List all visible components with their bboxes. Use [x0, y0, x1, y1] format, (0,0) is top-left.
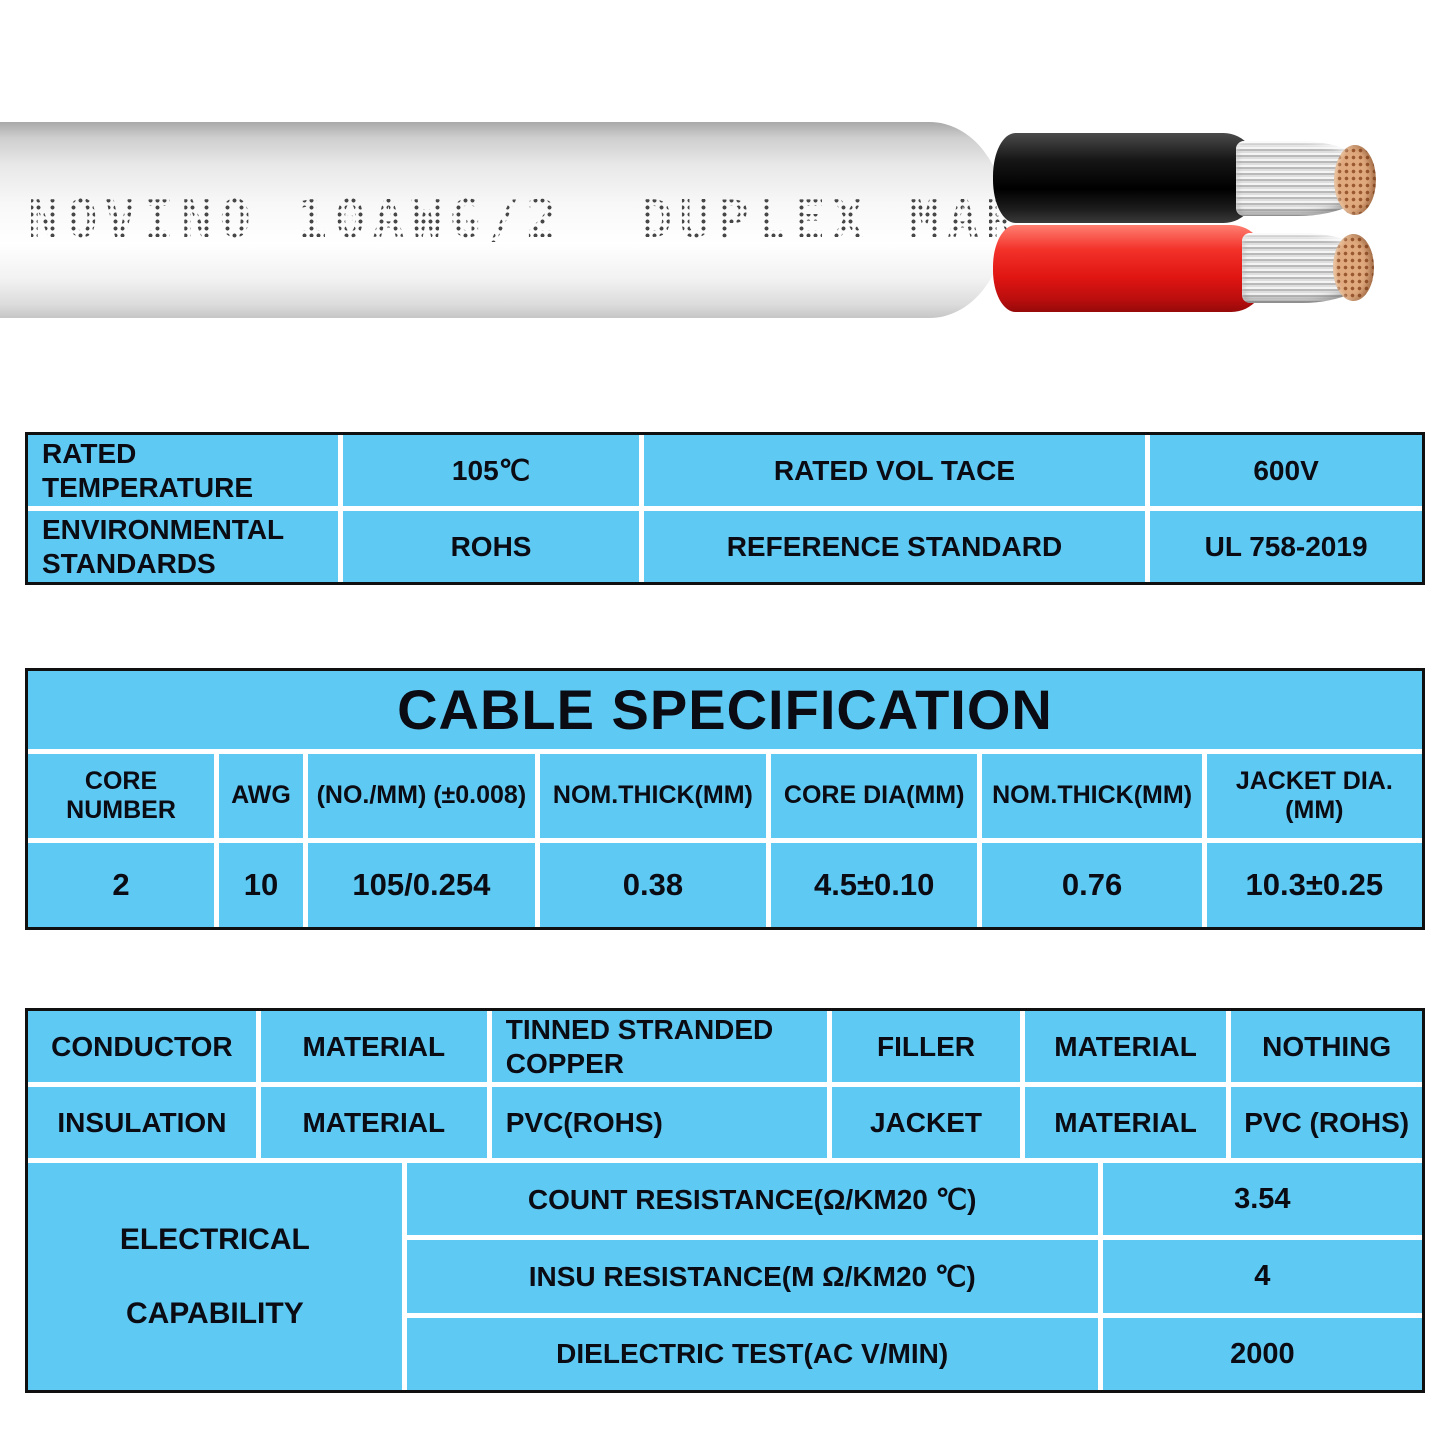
filler-label: FILLER [832, 1011, 1020, 1082]
header-no-mm: (NO./MM) (±0.008) [307, 753, 535, 839]
value-no-mm: 105/0.254 [307, 843, 535, 927]
black-wire-insulation [993, 133, 1261, 223]
header-jacket-dia: JACKET DIA.(MM) [1206, 753, 1422, 839]
insu-resistance-label: INSU RESISTANCE(M Ω/KM20 ℃) [406, 1240, 1098, 1313]
dielectric-test-label: DIELECTRIC TEST(AC V/MIN) [406, 1317, 1098, 1390]
insulation-label: INSULATION [28, 1087, 256, 1158]
reference-standard-value: UL 758-2019 [1150, 511, 1422, 582]
insu-resistance-value: 4 [1102, 1240, 1422, 1313]
jacket-material-value: PVC (ROHS) [1231, 1087, 1422, 1158]
header-core-number: CORE NUMBER [28, 753, 215, 839]
conductor-row: CONDUCTOR MATERIAL TINNED STRANDED COPPE… [28, 1011, 1422, 1082]
value-core-number: 2 [28, 843, 215, 927]
insulation-row: INSULATION MATERIAL PVC(ROHS) JACKET MAT… [28, 1087, 1422, 1158]
jacket-material-label: MATERIAL [1024, 1087, 1227, 1158]
cable-jacket-print-text: NOVINO 10AWG/2 DUPLEX MAR [28, 190, 1024, 250]
conductor-material-label: MATERIAL [260, 1011, 487, 1082]
count-resistance-label: COUNT RESISTANCE(Ω/KM20 ℃) [406, 1163, 1098, 1236]
insulation-material-value: PVC(ROHS) [491, 1087, 828, 1158]
electrical-capability-section: ELECTRICAL CAPABILITY COUNT RESISTANCE(Ω… [28, 1163, 1422, 1390]
header-nom-thick-1: NOM.THICK(MM) [539, 753, 766, 839]
environmental-standards-value: ROHS [343, 511, 639, 582]
value-core-dia: 4.5±0.10 [770, 843, 978, 927]
insulation-material-label: MATERIAL [260, 1087, 487, 1158]
rated-temperature-value: 105℃ [343, 435, 639, 506]
rated-voltage-label: RATED VOL TACE [643, 435, 1146, 506]
filler-material-value: NOTHING [1231, 1011, 1422, 1082]
environmental-standards-label: ENVIRONMENTAL STANDARDS [28, 511, 339, 582]
value-jacket-dia: 10.3±0.25 [1206, 843, 1422, 927]
red-wire-copper-tip [1333, 234, 1374, 301]
materials-table: CONDUCTOR MATERIAL TINNED STRANDED COPPE… [25, 1008, 1425, 1393]
value-nom-thick-2: 0.76 [982, 843, 1202, 927]
jacket-label: JACKET [832, 1087, 1020, 1158]
cable-specification-table: CABLE SPECIFICATION CORE NUMBER AWG (NO.… [25, 668, 1425, 930]
electrical-capability-label: ELECTRICAL CAPABILITY [28, 1163, 402, 1390]
rated-temperature-label: RATED TEMPERATURE [28, 435, 339, 506]
header-nom-thick-2: NOM.THICK(MM) [982, 753, 1202, 839]
header-core-dia: CORE DIA(MM) [770, 753, 978, 839]
reference-standard-label: REFERENCE STANDARD [643, 511, 1146, 582]
value-nom-thick-1: 0.38 [539, 843, 766, 927]
header-awg: AWG [219, 753, 303, 839]
rated-voltage-value: 600V [1150, 435, 1422, 506]
red-wire-insulation [993, 225, 1269, 312]
dielectric-test-value: 2000 [1102, 1317, 1422, 1390]
ratings-table: RATED TEMPERATURE 105℃ RATED VOL TACE 60… [25, 432, 1425, 585]
filler-material-label: MATERIAL [1024, 1011, 1227, 1082]
conductor-label: CONDUCTOR [28, 1011, 256, 1082]
black-wire-copper-tip [1334, 145, 1376, 215]
cable-specification-title: CABLE SPECIFICATION [28, 671, 1422, 749]
conductor-material-value: TINNED STRANDED COPPER [491, 1011, 828, 1082]
cable-white-jacket [0, 122, 1006, 318]
cable-product-photo: NOVINO 10AWG/2 DUPLEX MAR [0, 0, 1445, 430]
count-resistance-value: 3.54 [1102, 1163, 1422, 1236]
value-awg: 10 [219, 843, 303, 927]
